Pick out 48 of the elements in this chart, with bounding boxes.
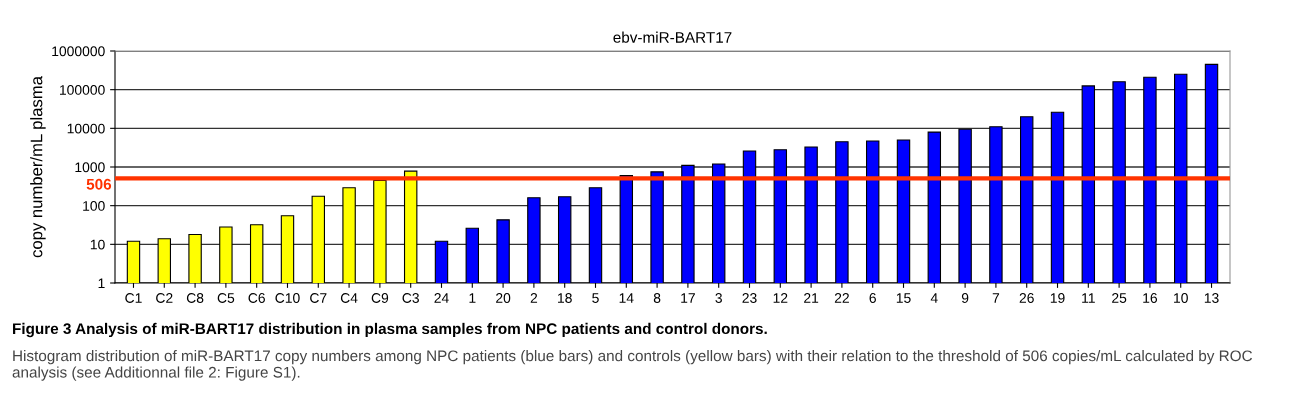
x-tick-label: C9 xyxy=(371,293,389,303)
ref-line-label: 506 xyxy=(86,178,112,190)
x-tick-label: 2 xyxy=(530,293,538,303)
y-tick-label: 1000 xyxy=(75,162,105,173)
x-tick-label: 8 xyxy=(653,293,661,303)
x-tick-label: 10 xyxy=(1174,293,1188,303)
x-tick-label: 18 xyxy=(558,293,572,303)
x-tick-label: C6 xyxy=(248,293,265,303)
x-tick-label: 11 xyxy=(1082,293,1095,303)
x-tick-label: C10 xyxy=(275,293,300,303)
x-tick-label: 7 xyxy=(992,293,1000,303)
x-tick-label: 13 xyxy=(1204,293,1219,303)
x-tick-label: 9 xyxy=(961,293,969,303)
x-tick-label: 1 xyxy=(469,293,476,303)
text: Histogram distribution of miR-BART17 copy numbers among NPC patients (blue bars) and controls (yellow bars) with their relation to the threshold of 506 copies/mL calculated by ROC analysis (see Additionnal file 2: Figure S1). xyxy=(12,350,1253,381)
y-tick-label: 100000 xyxy=(60,85,105,95)
x-tick-label: 4 xyxy=(930,293,938,303)
x-tick-label: 6 xyxy=(869,293,876,303)
caption: Figure 3 Analysis of miR-BART17 distribution in plasma samples from NPC patients and control donors. xyxy=(13,322,767,338)
x-tick-label: 14 xyxy=(619,293,634,303)
x-tick-label: C5 xyxy=(217,293,235,303)
x-tick-label: 15 xyxy=(896,293,911,303)
x-tick-label: 5 xyxy=(592,293,599,303)
x-tick-label: 17 xyxy=(681,293,695,303)
x-tick-label: 26 xyxy=(1019,293,1034,303)
x-tick-label: C7 xyxy=(310,293,327,303)
x-tick-label: 20 xyxy=(496,293,511,303)
y-axis-title: copy number/mL plasma xyxy=(30,76,46,258)
x-tick-label: 24 xyxy=(434,293,449,303)
x-tick-label: 21 xyxy=(804,293,819,303)
x-tick-label: 25 xyxy=(1112,293,1127,303)
x-tick-label: C1 xyxy=(125,293,142,303)
y-tick-label: 10 xyxy=(90,239,105,250)
y-tick-label: 100 xyxy=(83,201,105,211)
y-tick-label: 1000000 xyxy=(52,46,105,57)
y-tick-label: 10000 xyxy=(67,123,105,134)
x-tick-label: 19 xyxy=(1050,293,1065,303)
x-tick-label: 23 xyxy=(742,293,757,303)
x-tick-label: 3 xyxy=(715,293,722,303)
y-tick-label: 1 xyxy=(98,278,105,289)
x-tick-label: 12 xyxy=(773,293,788,303)
x-tick-label: C2 xyxy=(156,293,173,303)
chart-title: ebv-miR-BART17 xyxy=(613,31,732,43)
x-tick-label: 22 xyxy=(834,293,849,303)
x-tick-label: 16 xyxy=(1143,293,1158,303)
x-tick-label: C4 xyxy=(340,293,358,303)
x-tick-label: C8 xyxy=(186,293,204,303)
x-tick-label: C3 xyxy=(402,293,419,303)
